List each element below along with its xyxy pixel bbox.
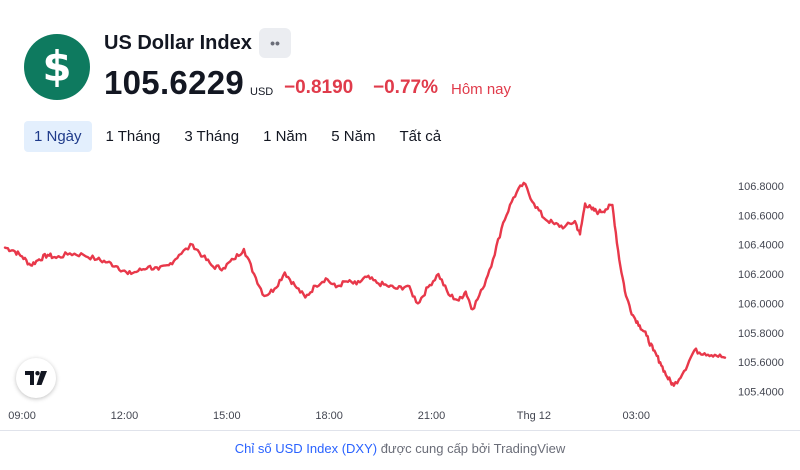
y-tick-label: 106.6000 (738, 210, 784, 222)
badge-dots-icon: •• (270, 35, 280, 51)
y-axis: 106.8000 106.6000 106.4000 106.2000 106.0000… (738, 181, 784, 399)
y-tick-label: 106.0000 (738, 298, 784, 310)
x-tick-label: 12:00 (111, 410, 139, 422)
y-tick-label: 105.6000 (738, 357, 784, 369)
price-change-percent: −0.77% (373, 77, 438, 98)
dollar-icon: $ (24, 34, 90, 100)
attribution: Chỉ số USD Index (DXY) được cung cấp bởi… (0, 441, 800, 456)
symbol-widget: $ US Dollar Index •• 105.6229 USD −0.819… (0, 28, 800, 431)
y-tick-label: 106.2000 (738, 269, 784, 281)
x-tick-label: 15:00 (213, 410, 241, 422)
x-tick-label: Thg 12 (517, 410, 551, 422)
attribution-text: được cung cấp bởi TradingView (377, 441, 566, 456)
symbol-name[interactable]: US Dollar Index (104, 32, 252, 54)
period-label: Hôm nay (451, 81, 512, 98)
tab-1-day[interactable]: 1 Ngày (24, 121, 92, 152)
tab-1-year[interactable]: 1 Năm (263, 128, 308, 145)
x-axis: 09:00 12:00 15:00 18:00 21:00 Thg 12 03:00 (8, 410, 650, 422)
price-chart[interactable]: 106.8000 106.6000 106.4000 106.2000 106.0000… (0, 160, 800, 430)
y-tick-label: 106.8000 (738, 181, 784, 193)
x-tick-label: 03:00 (623, 410, 651, 422)
x-tick-label: 21:00 (418, 410, 446, 422)
tab-5-years[interactable]: 5 Năm (331, 128, 376, 145)
y-tick-label: 106.4000 (738, 240, 784, 252)
series-line (3, 181, 727, 387)
tab-3-months[interactable]: 3 Tháng (184, 128, 240, 145)
y-tick-label: 105.4000 (738, 387, 784, 399)
x-tick-label: 18:00 (315, 410, 343, 422)
symbol-badge: •• (259, 28, 291, 58)
last-price: 105.6229 (104, 64, 245, 101)
x-tick-label: 09:00 (8, 410, 36, 422)
tab-1-month[interactable]: 1 Tháng (105, 128, 161, 145)
price-change: −0.8190 (284, 77, 354, 98)
attribution-link[interactable]: Chỉ số USD Index (DXY) (234, 441, 378, 456)
range-tabs: 1 Ngày 1 Tháng 3 Tháng 1 Năm 5 Năm Tất c… (24, 121, 455, 152)
tradingview-logo-icon[interactable] (16, 358, 56, 398)
y-tick-label: 105.8000 (738, 328, 784, 340)
tab-all[interactable]: Tất cả (399, 128, 442, 145)
currency-label: USD (250, 86, 274, 98)
